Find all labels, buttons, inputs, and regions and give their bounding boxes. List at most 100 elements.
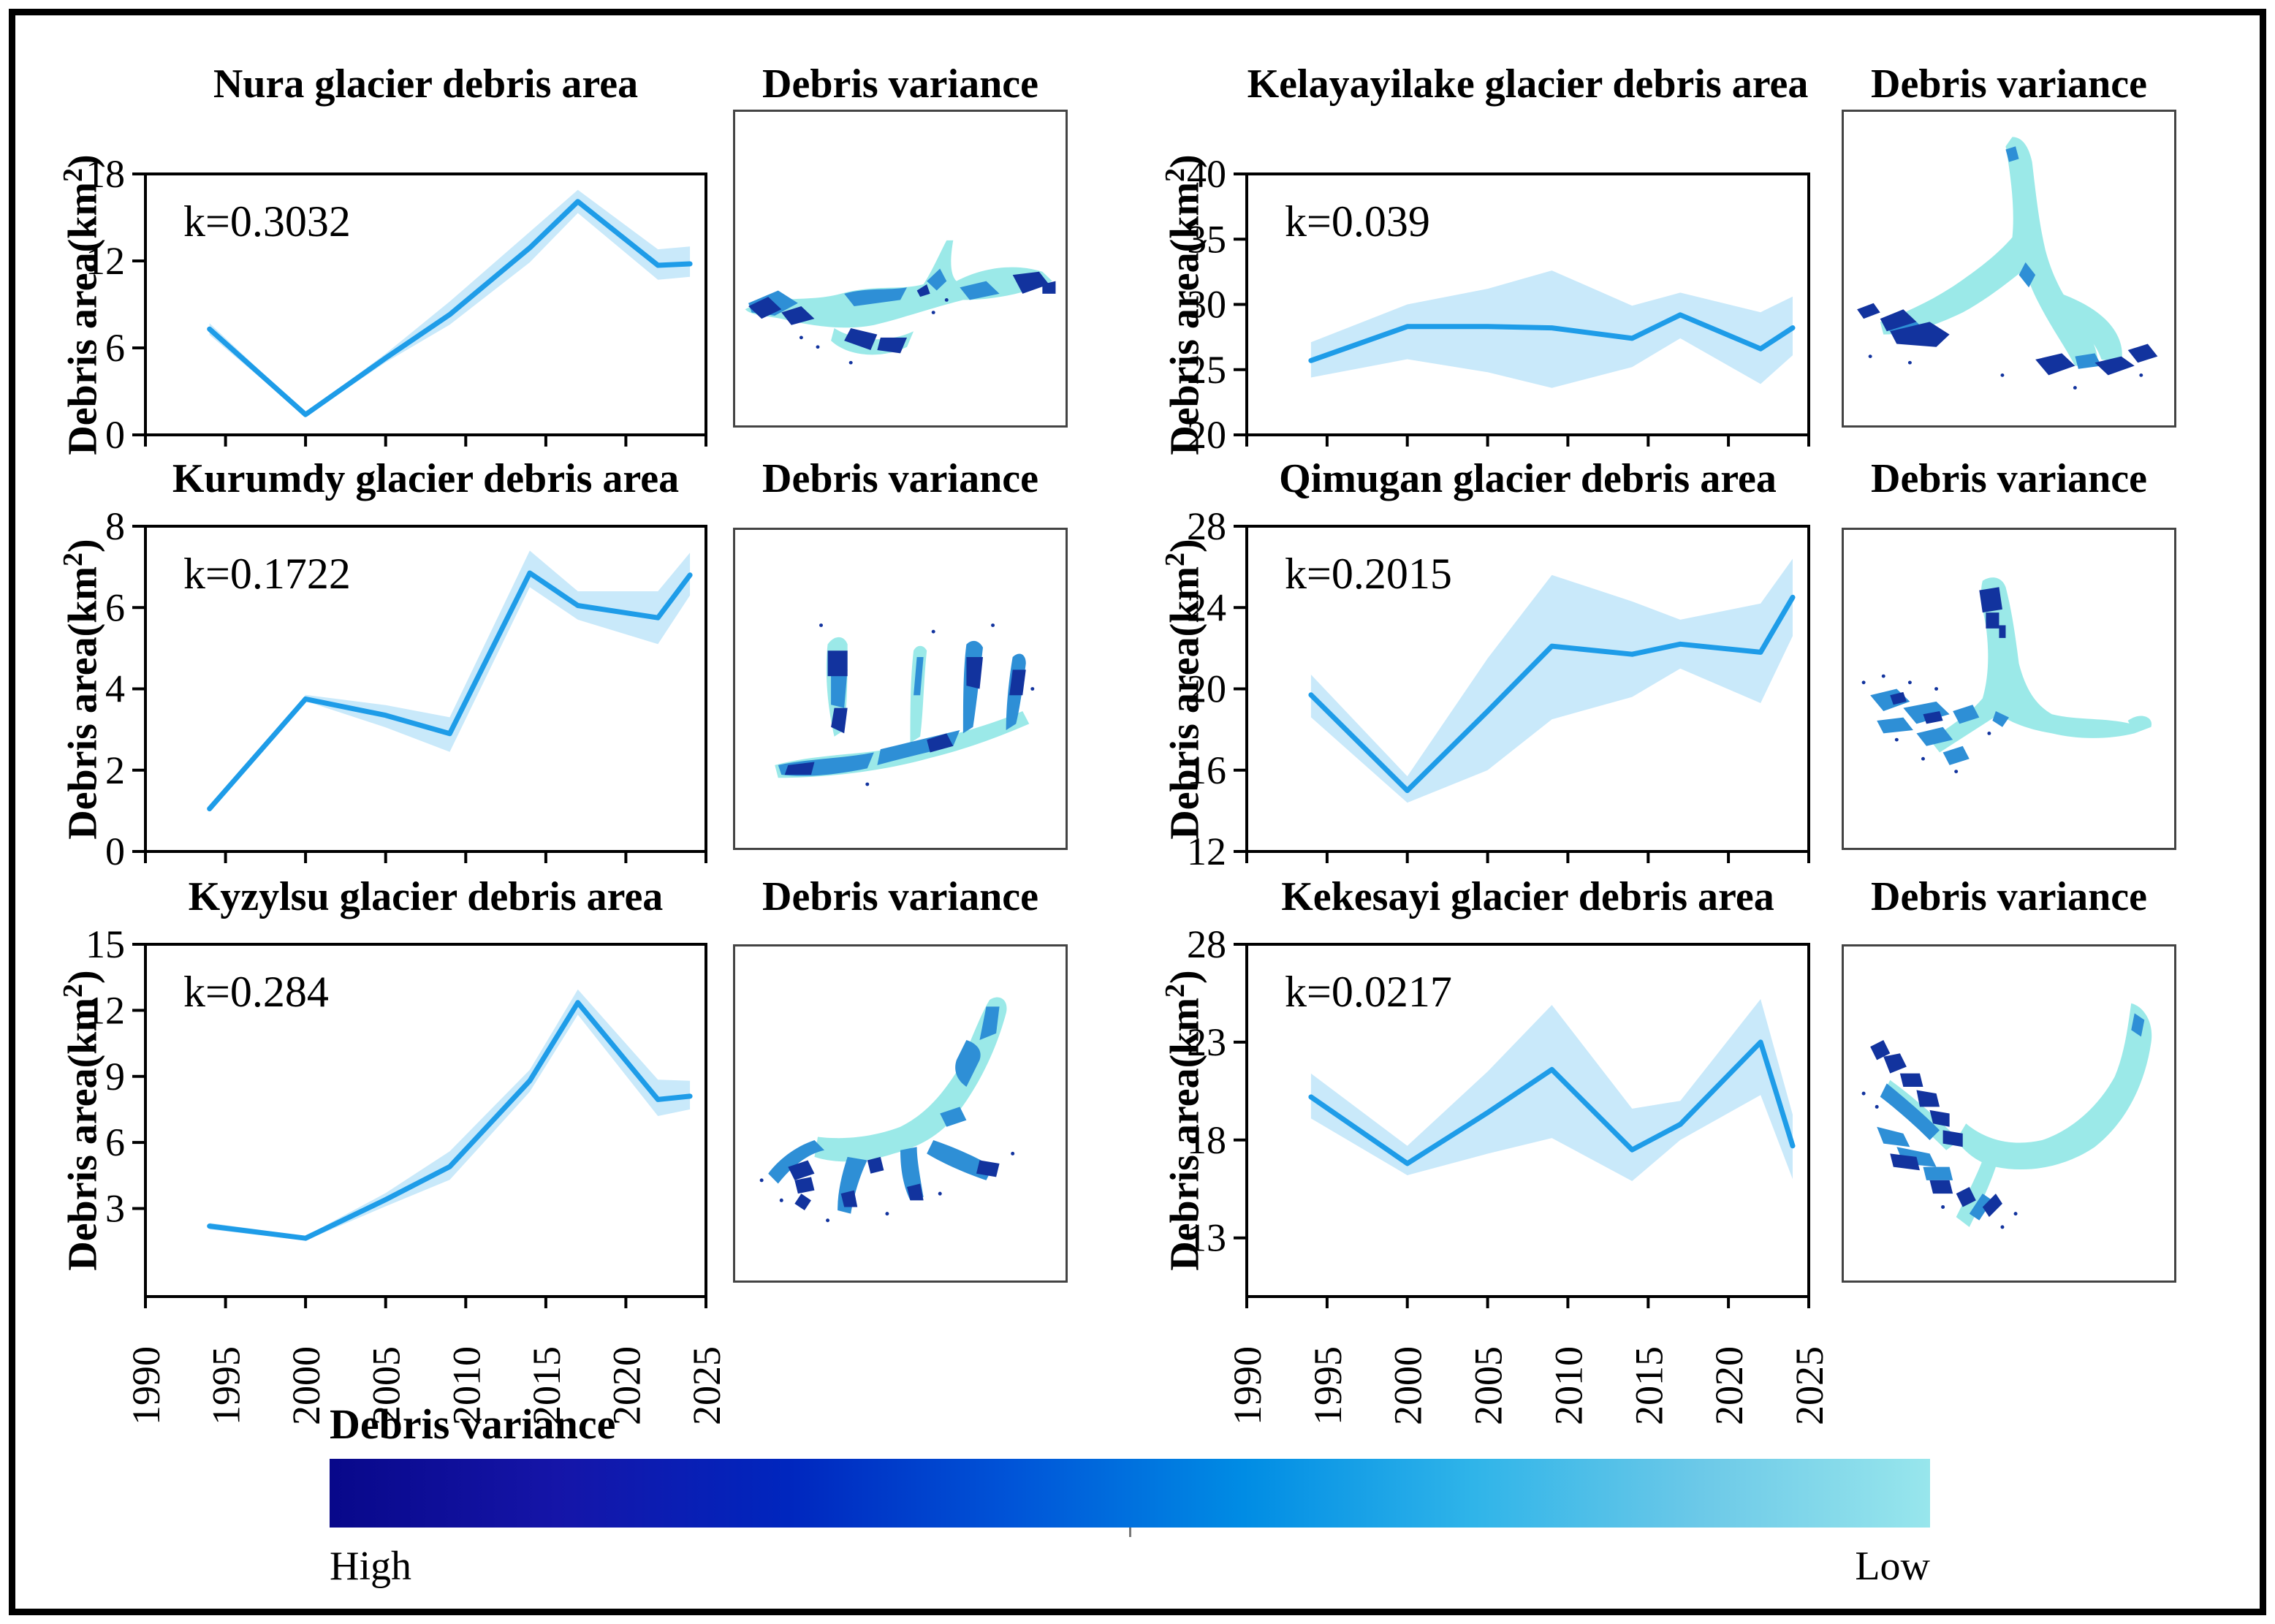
debris-speckle	[1954, 770, 1959, 773]
confidence-band	[209, 550, 691, 811]
y-tick-label: 24	[1187, 585, 1226, 629]
debris-speckle	[1907, 360, 1912, 365]
glacier-debris-high-variance	[1923, 710, 1943, 724]
y-tick-label: 30	[1187, 283, 1226, 327]
map-title: Debris variance	[762, 456, 1038, 501]
chart-title: Qimugan glacier debris area	[1279, 456, 1777, 501]
x-tick-label: 2025	[685, 1346, 729, 1425]
line-plot: 13 18 23 28 1990 1995 2000 2005 2010 2015 2020 2025	[1187, 922, 1831, 1425]
colorbar-center-tick	[1129, 1528, 1131, 1537]
mean-line	[207, 570, 693, 812]
chart-title: Kekesayi glacier debris area	[1281, 874, 1774, 919]
glacier-debris-low-variance	[814, 997, 1007, 1162]
debris-speckle	[2139, 373, 2143, 377]
glacier-debris-high-variance	[1999, 625, 2006, 638]
mean-line	[207, 1000, 693, 1241]
debris-speckle	[1861, 1091, 1866, 1096]
debris-speckle	[1894, 737, 1899, 742]
glacier-debris-high-variance	[976, 1160, 1000, 1177]
glacier-debris-high-variance	[966, 657, 983, 689]
debris-speckle	[1941, 1204, 1945, 1209]
line-plot: 0 2 4 6 8	[105, 504, 707, 873]
y-tick-label: 20	[1187, 413, 1226, 457]
glacier-debris-high-variance	[788, 1160, 815, 1180]
glacier-debris-mid-variance	[960, 281, 1000, 300]
glacier-debris-high-variance	[1012, 271, 1049, 294]
colorbar	[330, 1459, 1930, 1528]
x-tick-label: 1990	[124, 1346, 168, 1425]
glacier-debris-mid-variance	[1877, 1126, 1910, 1147]
y-tick-label: 28	[1187, 504, 1226, 548]
glacier-debris-high-variance	[1942, 1130, 1963, 1147]
x-tick-label: 1995	[1306, 1346, 1350, 1425]
confidence-band	[1310, 999, 1793, 1181]
debris-speckle	[2013, 1212, 2018, 1216]
glacier-debris-mid-variance	[1942, 745, 1970, 765]
glacier-debris-high-variance	[1857, 303, 1880, 319]
glacier-map-image	[759, 997, 1015, 1223]
debris-speckle	[2000, 373, 2005, 377]
debris-variance-map	[1842, 110, 2176, 428]
y-tick-label: 0	[105, 413, 125, 457]
debris-speckle	[1011, 1151, 1015, 1156]
glacier-debris-high-variance	[1890, 691, 1907, 705]
slope-annotation: k=0.284	[183, 968, 329, 1016]
glacier-debris-low-variance	[2051, 290, 2122, 363]
x-tick-label: 2020	[1707, 1346, 1751, 1425]
map-title: Debris variance	[762, 61, 1038, 107]
debris-speckle	[2000, 1225, 2005, 1229]
debris-speckle	[819, 623, 824, 627]
debris-speckle	[1861, 680, 1866, 685]
mean-line	[1308, 312, 1796, 363]
glacier-debris-high-variance	[1982, 1194, 2002, 1218]
x-tick-label: 2015	[1627, 1346, 1671, 1425]
glacier-debris-high-variance	[844, 328, 878, 351]
debris-variance-map	[733, 110, 1068, 428]
plot-spines	[1245, 943, 1810, 1298]
glacier-debris-high-variance	[1880, 309, 1917, 332]
glacier-debris-mid-variance	[1916, 726, 1953, 746]
glacier-debris-mid-variance	[2018, 262, 2036, 288]
glacier-debris-mid-variance	[2075, 353, 2102, 369]
glacier-debris-high-variance	[1916, 1090, 1940, 1107]
glacier-debris-low-variance	[1956, 1160, 1996, 1227]
glacier-debris-high-variance	[1883, 1053, 1907, 1074]
glacier-debris-low-variance	[1956, 1003, 2152, 1170]
y-tick-label: 20	[1187, 667, 1226, 711]
glacier-debris-mid-variance	[2131, 1013, 2145, 1037]
glacier-debris-high-variance	[1890, 322, 1950, 347]
x-tick-label: 2015	[525, 1346, 569, 1425]
chart-title: Nura glacier debris area	[213, 61, 639, 107]
debris-speckle	[759, 1178, 764, 1183]
y-tick-label: 18	[86, 152, 125, 196]
glacier-debris-mid-variance	[1903, 701, 1950, 724]
glacier-debris-high-variance	[877, 337, 908, 354]
glacier-debris-high-variance	[794, 1194, 811, 1211]
plot-spines	[144, 943, 707, 1298]
map-title: Debris variance	[1871, 61, 2147, 107]
mean-line	[1308, 594, 1796, 794]
debris-speckle	[1921, 756, 1925, 761]
chart-title: Kelayayilake glacier debris area	[1247, 61, 1809, 107]
glacier-debris-mid-variance	[831, 669, 848, 708]
debris-speckle	[885, 1212, 889, 1216]
y-tick-label: 9	[105, 1055, 125, 1099]
glacier-debris-high-variance	[1929, 1180, 1953, 1194]
y-tick-label: 40	[1187, 152, 1226, 196]
glacier-debris-mid-variance	[979, 1006, 1000, 1040]
glacier-map-image	[775, 623, 1035, 786]
mean-line	[1308, 1039, 1796, 1166]
debris-speckle	[1868, 354, 1872, 358]
glacier-map-image	[1857, 137, 2158, 390]
map-title: Debris variance	[1871, 874, 2147, 919]
glacier-debris-high-variance	[867, 1156, 884, 1174]
x-tick-label: 2000	[284, 1346, 328, 1425]
glacier-debris-mid-variance	[955, 1039, 981, 1087]
y-tick-label: 35	[1187, 217, 1226, 261]
glacier-debris-high-variance	[2127, 344, 2158, 363]
glacier-debris-high-variance	[1929, 1109, 1950, 1127]
glacier-debris-high-variance	[831, 707, 848, 734]
mean-line	[207, 199, 693, 417]
line-plot: 0 6 12 18	[86, 152, 707, 457]
y-tick-label: 16	[1187, 748, 1226, 792]
